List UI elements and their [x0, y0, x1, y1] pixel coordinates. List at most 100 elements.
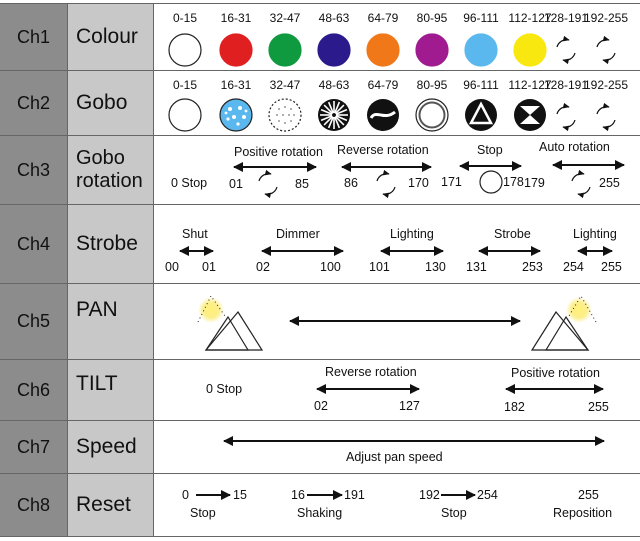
- channel-name: Strobe: [68, 205, 154, 283]
- channel-id: Ch5: [0, 284, 68, 359]
- gobo-values: 0-15 16-31 32-47 48-63 64-79 80-95 96-111 112-1…: [154, 71, 640, 135]
- value-rev-start: 02: [314, 399, 328, 413]
- range-label: 64-79: [368, 78, 399, 92]
- row-ch6: Ch6 TILT 0 Stop Reverse rotation 02 127 …: [0, 360, 640, 421]
- channel-id: Ch4: [0, 205, 68, 283]
- range-label: 192-255: [584, 78, 628, 92]
- strobe-values: Shut 00 01 Dimmer 02 100 Lighting 101 13…: [154, 205, 640, 283]
- gobo-triangle-icon: [465, 99, 497, 131]
- label-positive-rotation: Positive rotation: [511, 366, 600, 380]
- label-positive-rotation: Positive rotation: [234, 145, 323, 159]
- rotation-icon: [596, 35, 616, 65]
- gobo-open-icon: [168, 98, 202, 132]
- label-shut: Shut: [182, 227, 208, 241]
- value-rev-start: 86: [344, 176, 358, 190]
- label-lighting: Lighting: [390, 227, 434, 241]
- value-lighting-start: 101: [369, 260, 390, 274]
- range-label: 112-127: [508, 78, 551, 92]
- gobo-rotation-values: 0 Stop Positive rotation 01 85 Reverse r…: [154, 136, 640, 204]
- label-stop-1: Stop: [190, 506, 216, 520]
- label-stop-range: Stop: [477, 143, 503, 157]
- value-dimmer-start: 02: [256, 260, 270, 274]
- colour-swatch-icon: [317, 33, 351, 67]
- range-label: 128-191: [544, 11, 588, 25]
- range-label: 96-111: [463, 78, 499, 92]
- label-auto-rotation: Auto rotation: [539, 140, 610, 154]
- channel-name: Gobo rotation: [68, 136, 154, 204]
- label-strobe: Strobe: [494, 227, 531, 241]
- row-ch4: Ch4 Strobe Shut 00 01 Dimmer 02 100 Ligh…: [0, 205, 640, 284]
- label-shaking: Shaking: [297, 506, 342, 520]
- range-label: 32-47: [270, 11, 301, 25]
- colour-swatch-icon: [268, 33, 302, 67]
- value-lighting2-start: 254: [563, 260, 584, 274]
- value-pos-start: 182: [504, 400, 525, 414]
- value-pos-start: 01: [229, 177, 243, 191]
- range-label: 112-127: [508, 11, 551, 25]
- range-label: 0-15: [173, 78, 197, 92]
- value-rev-end: 170: [408, 176, 429, 190]
- stop-circle-icon: [479, 170, 503, 194]
- channel-name: TILT: [68, 360, 154, 420]
- label-stop: 0 Stop: [206, 382, 242, 396]
- channel-id: Ch3: [0, 136, 68, 204]
- gobo-dots-icon: [268, 98, 302, 132]
- pan-left-fixture-icon: [197, 295, 264, 351]
- gobo-stars-icon: [219, 98, 253, 132]
- rotation-icon: [376, 169, 396, 199]
- colour-values: 0-15 16-31 32-47 48-63 64-79 80-95 96-111 112-1…: [154, 4, 640, 70]
- range-label: 48-63: [319, 11, 350, 25]
- colour-swatch-icon: [219, 33, 253, 67]
- value-rev-end: 127: [399, 399, 420, 413]
- tilt-values: 0 Stop Reverse rotation 02 127 Positive …: [154, 360, 640, 420]
- channel-id: Ch6: [0, 360, 68, 420]
- value-a-start: 0: [182, 488, 189, 502]
- channel-name: Colour: [68, 4, 154, 70]
- label-reverse-rotation: Reverse rotation: [337, 143, 429, 157]
- range-label: 16-31: [221, 11, 252, 25]
- value-strobe-end: 253: [522, 260, 543, 274]
- channel-id: Ch2: [0, 71, 68, 135]
- value-pos-end: 255: [588, 400, 609, 414]
- channel-name: PAN: [68, 284, 154, 359]
- value-stop-start: 171: [441, 175, 462, 189]
- rotation-icon: [571, 169, 591, 199]
- colour-swatch-icon: [464, 33, 498, 67]
- value-strobe-start: 131: [466, 260, 487, 274]
- range-label: 64-79: [368, 11, 399, 25]
- value-auto-start: 179: [524, 176, 545, 190]
- gobo-sunburst-icon: [318, 99, 350, 131]
- value-c-start: 192: [419, 488, 440, 502]
- value-lighting2-end: 255: [601, 260, 622, 274]
- gobo-ring-icon: [415, 98, 449, 132]
- range-label: 16-31: [221, 78, 252, 92]
- channel-id: Ch7: [0, 421, 68, 473]
- value-b-end: 191: [344, 488, 365, 502]
- row-ch8: Ch8 Reset 0 15 Stop 16 191 Shaking 192 2…: [0, 474, 640, 537]
- rotation-icon: [258, 169, 278, 199]
- value-dimmer-end: 100: [320, 260, 341, 274]
- row-ch1: Ch1 Colour 0-15 16-31 32-47 48-63 64-79 80-95…: [0, 3, 640, 71]
- label-reverse-rotation: Reverse rotation: [325, 365, 417, 379]
- value-d: 255: [578, 488, 599, 502]
- value-c-end: 254: [477, 488, 498, 502]
- row-ch7: Ch7 Speed Adjust pan speed: [0, 421, 640, 474]
- row-ch5: Ch5 PAN: [0, 284, 640, 360]
- pan-values: [154, 284, 640, 359]
- rotation-icon: [556, 35, 576, 65]
- rotation-icon: [596, 102, 616, 132]
- colour-swatch-icon: [415, 33, 449, 67]
- label-lighting-2: Lighting: [573, 227, 617, 241]
- channel-name: Gobo: [68, 71, 154, 135]
- range-label: 0-15: [173, 11, 197, 25]
- value-shut-end: 01: [202, 260, 216, 274]
- speed-values: Adjust pan speed: [154, 421, 640, 473]
- range-label: 80-95: [417, 11, 448, 25]
- label-stop: 0 Stop: [171, 176, 207, 190]
- colour-swatch-icon: [366, 33, 400, 67]
- colour-swatch-icon: [513, 33, 547, 67]
- colour-swatch-icon: [168, 33, 202, 67]
- value-lighting-end: 130: [425, 260, 446, 274]
- range-label: 128-191: [544, 78, 588, 92]
